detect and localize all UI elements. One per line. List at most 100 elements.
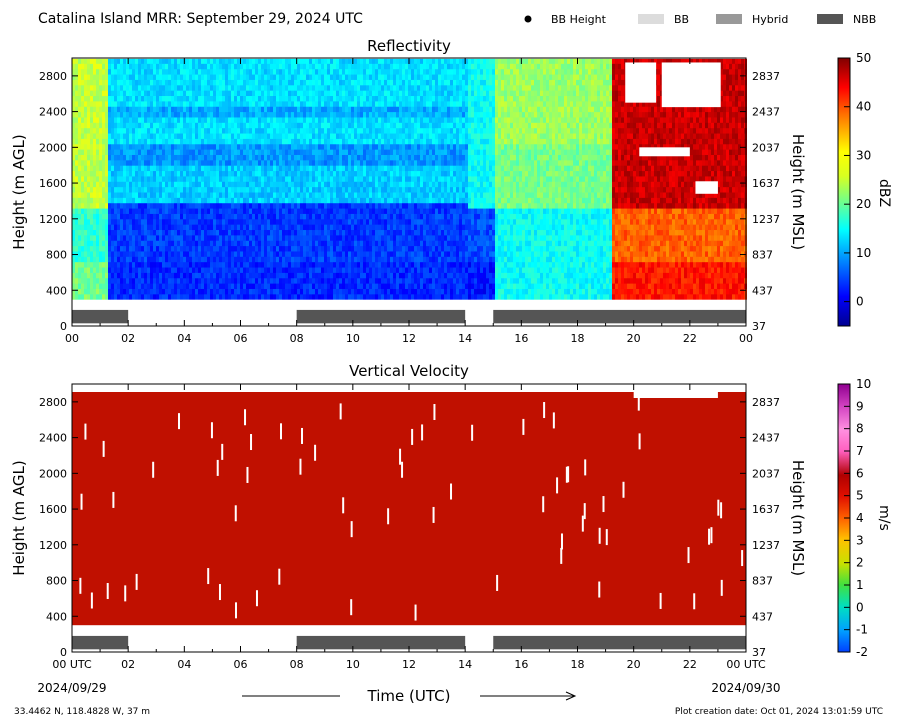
reflectivity-cell bbox=[336, 234, 339, 241]
reflectivity-cell bbox=[150, 159, 153, 166]
reflectivity-cell bbox=[309, 192, 312, 198]
reflectivity-cell bbox=[246, 111, 249, 118]
reflectivity-cell bbox=[150, 111, 153, 118]
reflectivity-cell bbox=[282, 261, 285, 268]
reflectivity-cell bbox=[291, 202, 294, 209]
reflectivity-cell bbox=[204, 58, 207, 64]
reflectivity-cell bbox=[357, 63, 360, 70]
reflectivity-cell bbox=[372, 197, 375, 204]
reflectivity-cell bbox=[132, 181, 135, 188]
reflectivity-cell bbox=[87, 133, 90, 139]
reflectivity-cell bbox=[87, 79, 90, 86]
reflectivity-cell bbox=[399, 90, 402, 97]
reflectivity-cell bbox=[336, 138, 339, 145]
reflectivity-cell bbox=[222, 288, 225, 295]
reflectivity-cell bbox=[327, 213, 330, 220]
reflectivity-cell bbox=[393, 111, 396, 118]
reflectivity-cell bbox=[249, 288, 252, 295]
reflectivity-cell bbox=[336, 175, 339, 182]
reflectivity-cell bbox=[303, 202, 306, 209]
reflectivity-cell bbox=[312, 122, 315, 129]
reflectivity-cell bbox=[153, 186, 156, 193]
reflectivity-cell bbox=[129, 186, 132, 193]
reflectivity-cell bbox=[99, 261, 102, 268]
reflectivity-cell bbox=[201, 175, 204, 182]
reflectivity-cell bbox=[345, 192, 348, 198]
reflectivity-cell bbox=[183, 202, 186, 209]
reflectivity-cell bbox=[192, 213, 195, 220]
reflectivity-cell bbox=[102, 63, 105, 70]
reflectivity-cell bbox=[90, 213, 93, 220]
reflectivity-cell bbox=[375, 170, 378, 177]
reflectivity-cell bbox=[321, 186, 324, 193]
reflectivity-cell bbox=[282, 283, 285, 289]
reflectivity-cell bbox=[159, 58, 162, 64]
reflectivity-cell bbox=[237, 133, 240, 139]
reflectivity-cell bbox=[147, 154, 150, 161]
reflectivity-cell bbox=[192, 159, 195, 166]
reflectivity-cell bbox=[369, 106, 372, 113]
reflectivity-cell bbox=[285, 127, 288, 134]
reflectivity-cell bbox=[354, 288, 357, 295]
reflectivity-cell bbox=[387, 283, 390, 289]
reflectivity-cell bbox=[132, 106, 135, 113]
reflectivity-cell bbox=[192, 143, 195, 150]
reflectivity-cell bbox=[228, 197, 231, 204]
reflectivity-cell bbox=[393, 218, 396, 225]
reflectivity-cell bbox=[300, 106, 303, 113]
reflectivity-cell bbox=[129, 116, 132, 123]
reflectivity-cell bbox=[369, 293, 372, 300]
reflectivity-cell bbox=[180, 165, 183, 172]
reflectivity-cell bbox=[198, 95, 201, 102]
reflectivity-cell bbox=[387, 202, 390, 209]
reflectivity-cell bbox=[273, 138, 276, 145]
reflectivity-cell bbox=[303, 213, 306, 220]
reflectivity-cell bbox=[141, 84, 144, 91]
reflectivity-cell bbox=[264, 149, 267, 155]
reflectivity-cell bbox=[366, 116, 369, 123]
reflectivity-cell bbox=[180, 122, 183, 129]
reflectivity-cell bbox=[264, 267, 267, 273]
reflectivity-cell bbox=[369, 283, 372, 289]
reflectivity-cell bbox=[183, 159, 186, 166]
reflectivity-cell bbox=[309, 288, 312, 295]
reflectivity-cell bbox=[330, 277, 333, 284]
reflectivity-cell bbox=[150, 213, 153, 220]
reflectivity-cell bbox=[252, 68, 255, 75]
reflectivity-cell bbox=[129, 63, 132, 70]
reflectivity-cell bbox=[255, 138, 258, 145]
legend-item: Hybrid bbox=[716, 13, 788, 26]
reflectivity-cell bbox=[120, 116, 123, 123]
reflectivity-cell bbox=[285, 84, 288, 91]
reflectivity-cell bbox=[255, 293, 258, 300]
reflectivity-cell bbox=[336, 293, 339, 300]
reflectivity-cell bbox=[120, 95, 123, 102]
reflectivity-cell bbox=[363, 202, 366, 209]
reflectivity-cell bbox=[351, 283, 354, 289]
reflectivity-cell bbox=[93, 218, 96, 225]
reflectivity-cell bbox=[171, 149, 174, 155]
reflectivity-cell bbox=[303, 68, 306, 75]
reflectivity-cell bbox=[336, 245, 339, 252]
reflectivity-cell bbox=[399, 133, 402, 139]
reflectivity-cell bbox=[123, 149, 126, 155]
reflectivity-cell bbox=[150, 186, 153, 193]
reflectivity-cell bbox=[306, 267, 309, 273]
reflectivity-cell bbox=[330, 165, 333, 172]
reflectivity-cell bbox=[378, 293, 381, 300]
reflectivity-cell bbox=[123, 272, 126, 279]
reflectivity-cell bbox=[165, 149, 168, 155]
reflectivity-cell bbox=[174, 267, 177, 273]
reflectivity-cell bbox=[336, 143, 339, 150]
reflectivity-cell bbox=[324, 256, 327, 263]
reflectivity-cell bbox=[195, 277, 198, 284]
reflectivity-cell bbox=[156, 68, 159, 75]
reflectivity-cell bbox=[333, 68, 336, 75]
reflectivity-cell bbox=[183, 197, 186, 204]
reflectivity-cell bbox=[171, 68, 174, 75]
reflectivity-cell bbox=[333, 170, 336, 177]
reflectivity-cell bbox=[357, 277, 360, 284]
reflectivity-cell bbox=[351, 95, 354, 102]
reflectivity-cell bbox=[381, 116, 384, 123]
reflectivity-cell bbox=[228, 181, 231, 188]
